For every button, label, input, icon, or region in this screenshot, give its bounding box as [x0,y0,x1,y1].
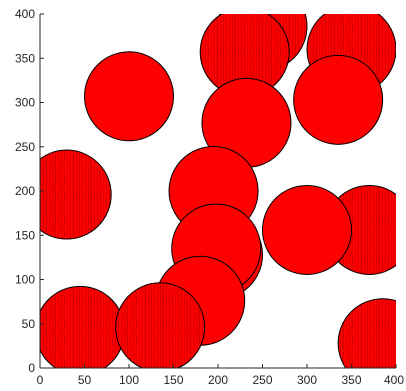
y-tick-label: 250 [15,140,35,154]
x-tick-label: 200 [208,373,228,387]
x-tick-label: 150 [163,373,183,387]
x-tick-label: 250 [252,373,272,387]
y-tick-label: 100 [15,273,35,287]
circle-marker-16 [115,282,206,368]
y-tick-label: 200 [15,184,35,198]
circles-layer [40,14,396,368]
y-tick-label: 350 [15,51,35,65]
x-tick-label: 400 [384,373,404,387]
y-tick-label: 50 [22,317,36,331]
y-tick-label: 150 [15,228,35,242]
x-tick-label: 100 [119,373,139,387]
y-tick-label: 0 [28,361,35,375]
circle-marker-7 [40,149,112,240]
x-tick-label: 0 [37,373,44,387]
circle-marker-3 [84,51,174,142]
x-tick-label: 50 [78,373,92,387]
x-tick-label: 350 [341,373,361,387]
circle-marker-10 [262,184,352,275]
circle-marker-14 [337,298,396,368]
y-ticks: 0 50 100 150 200 250 300 350 400 [15,7,44,375]
y-tick-label: 300 [15,96,35,110]
circle-marker-13 [40,285,126,368]
x-ticks: 0 50 100 150 200 250 300 350 400 [37,364,404,387]
x-tick-label: 300 [297,373,317,387]
circle-marker-5 [293,54,384,145]
y-tick-label: 400 [15,7,35,21]
